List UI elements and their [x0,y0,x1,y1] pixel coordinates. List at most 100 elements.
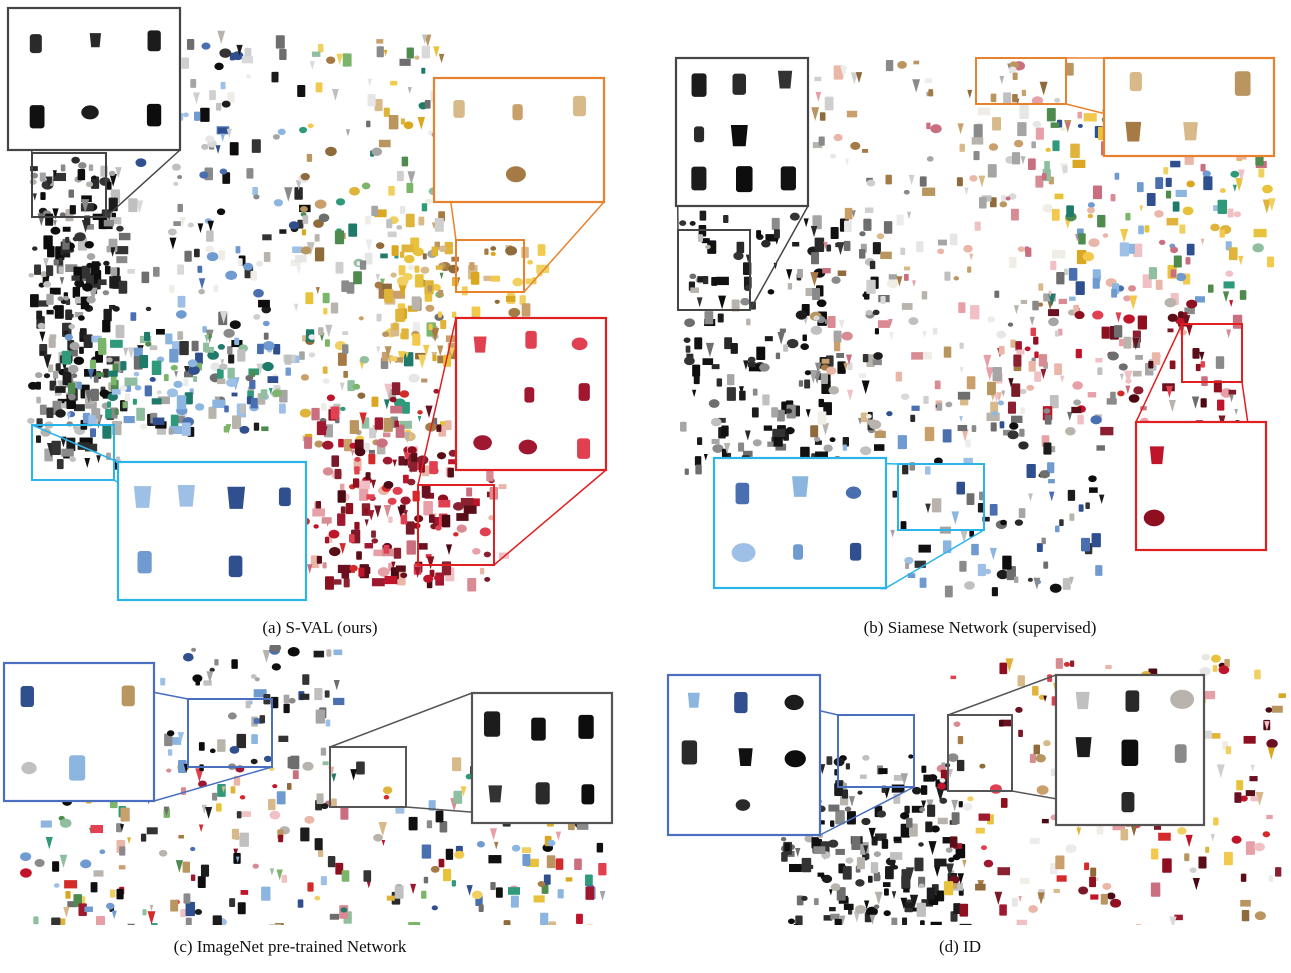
item-thumbnail [445,544,453,555]
item-thumbnail [1048,317,1059,327]
item-thumbnail [885,60,894,72]
item-thumbnail [74,279,85,288]
zoom-item [784,694,804,711]
item-thumbnail [1088,238,1100,248]
item-thumbnail [855,905,867,914]
zoom-item [89,33,102,48]
item-thumbnail [65,236,70,244]
item-thumbnail [399,205,406,214]
item-thumbnail [177,174,183,180]
item-thumbnail [1268,198,1276,212]
item-thumbnail [374,209,387,218]
item-thumbnail [1228,247,1238,261]
item-thumbnail [382,331,390,338]
item-thumbnail [409,459,418,472]
item-thumbnail [34,264,42,275]
item-thumbnail [177,264,185,275]
item-thumbnail [1101,326,1110,339]
item-thumbnail [743,450,753,457]
zoom-item [483,711,501,737]
item-thumbnail [1037,892,1045,905]
item-thumbnail [989,503,998,516]
item-thumbnail [505,246,518,256]
item-thumbnail [1266,256,1275,268]
item-thumbnail [155,421,167,429]
item-thumbnail [833,757,845,767]
item-thumbnail [365,566,371,575]
item-thumbnail [841,331,853,341]
zoom-box-red [1134,323,1268,552]
item-thumbnail [285,367,291,376]
item-thumbnail [943,881,954,896]
item-thumbnail [1148,267,1158,280]
item-thumbnail [59,212,66,218]
item-thumbnail [565,877,573,882]
item-thumbnail [73,356,85,365]
item-thumbnail [106,401,112,408]
item-thumbnail [1013,305,1020,315]
item-thumbnail [969,529,975,537]
item-thumbnail [376,46,384,58]
item-thumbnail [809,370,818,384]
item-thumbnail [843,903,854,910]
item-thumbnail [272,389,282,398]
item-thumbnail [268,798,276,811]
item-thumbnail [881,839,889,849]
item-thumbnail [853,911,861,923]
item-thumbnail [862,148,869,153]
item-thumbnail [774,237,779,245]
item-thumbnail [452,757,462,772]
item-thumbnail [396,225,403,230]
item-thumbnail [786,269,793,280]
item-thumbnail [1118,339,1124,347]
item-thumbnail [401,328,409,340]
item-thumbnail [975,827,985,834]
item-thumbnail [314,838,323,851]
item-thumbnail [1179,224,1186,234]
item-thumbnail [37,322,46,329]
item-thumbnail [400,251,405,258]
item-thumbnail [872,309,880,316]
item-thumbnail [910,414,916,423]
item-thumbnail [36,396,41,404]
item-thumbnail [102,319,111,333]
item-thumbnail [1048,491,1055,502]
item-thumbnail [918,544,931,553]
item-thumbnail [180,908,186,918]
item-thumbnail [380,253,388,259]
item-thumbnail [471,890,483,900]
item-thumbnail [40,192,46,200]
item-thumbnail [821,358,830,364]
item-thumbnail [914,560,926,568]
item-thumbnail [90,428,97,438]
item-thumbnail [834,918,842,925]
item-thumbnail [260,389,268,400]
item-thumbnail [55,386,66,393]
item-thumbnail [127,268,135,274]
item-thumbnail [49,334,57,339]
item-thumbnail [877,320,890,328]
item-thumbnail [315,501,322,509]
item-thumbnail [997,400,1005,406]
item-thumbnail [140,833,147,842]
item-thumbnail [34,859,45,868]
item-thumbnail [192,92,200,105]
item-thumbnail [953,903,961,914]
item-thumbnail [251,139,261,153]
item-thumbnail [212,399,226,408]
item-thumbnail [250,758,258,765]
item-thumbnail [1048,479,1055,484]
item-thumbnail [445,848,454,860]
item-thumbnail [383,795,390,800]
item-thumbnail [452,502,464,511]
item-thumbnail [818,398,825,408]
item-thumbnail [118,232,131,241]
item-thumbnail [1262,831,1271,838]
item-thumbnail [102,290,110,296]
item-thumbnail [1111,288,1118,298]
item-thumbnail [846,110,858,118]
item-thumbnail [43,235,53,250]
item-thumbnail [325,146,337,157]
item-thumbnail [997,867,1011,876]
item-thumbnail [136,407,145,421]
